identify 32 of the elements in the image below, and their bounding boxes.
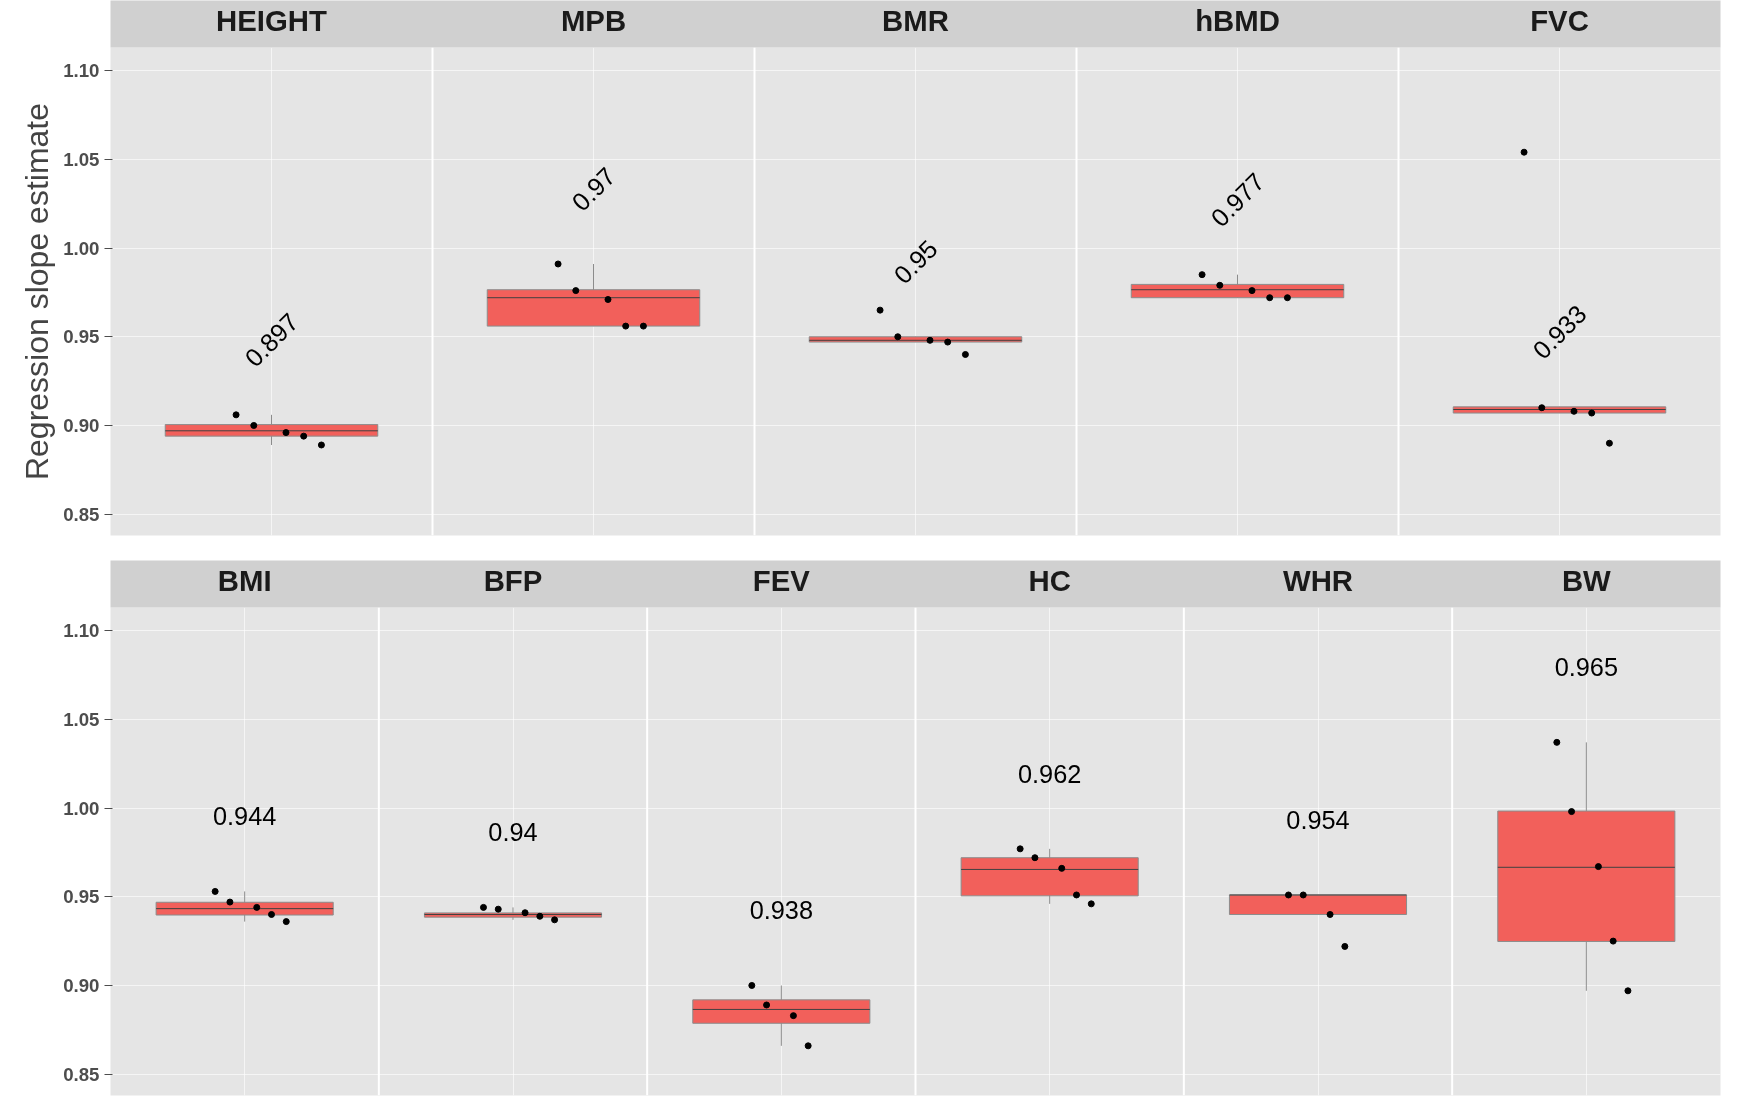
x-tick-label: MPB — [560, 3, 627, 37]
y-tick-label: 0.85 — [63, 503, 100, 525]
y-tick-label: 0.90 — [63, 974, 100, 996]
y-tick-label: 1.00 — [63, 797, 100, 819]
y-tick-label: 1.00 — [63, 237, 100, 259]
x-tick-label: BMR — [882, 3, 949, 37]
y-tick-label: 1.10 — [63, 620, 100, 642]
x-tick-label: FEV — [752, 563, 811, 597]
y-tick-label: 0.90 — [63, 414, 100, 436]
y-tick-label: 1.10 — [63, 60, 100, 82]
annotation: 0.94 — [488, 818, 538, 847]
x-tick-label: FVC — [1530, 3, 1589, 37]
x-tick-label: BFP — [483, 563, 543, 597]
y-tick-label: 1.05 — [63, 708, 100, 730]
y-tick-label: 0.95 — [63, 326, 100, 348]
annotation: 0.944 — [212, 802, 277, 831]
x-tick-label: HC — [1028, 563, 1071, 597]
x-tick-label: HEIGHT — [216, 3, 327, 37]
annotation: 0.97 — [566, 161, 621, 217]
annotation: 0.95 — [888, 234, 943, 290]
y-tick-label: 1.05 — [63, 148, 100, 170]
annotation: 0.962 — [1017, 759, 1082, 788]
y-axis-title: Regression slope estimate — [19, 102, 56, 481]
x-tick-label: WHR — [1282, 563, 1354, 597]
x-tick-label: BW — [1561, 563, 1612, 597]
annotation: 0.965 — [1554, 653, 1619, 682]
annotation: 0.954 — [1286, 805, 1350, 834]
y-tick-label: 0.95 — [63, 886, 100, 908]
annotation: 0.938 — [749, 896, 814, 925]
y-tick-label: 0.85 — [63, 1063, 100, 1085]
x-tick-label: BMI — [217, 563, 272, 597]
x-tick-label: hBMD — [1195, 3, 1280, 37]
